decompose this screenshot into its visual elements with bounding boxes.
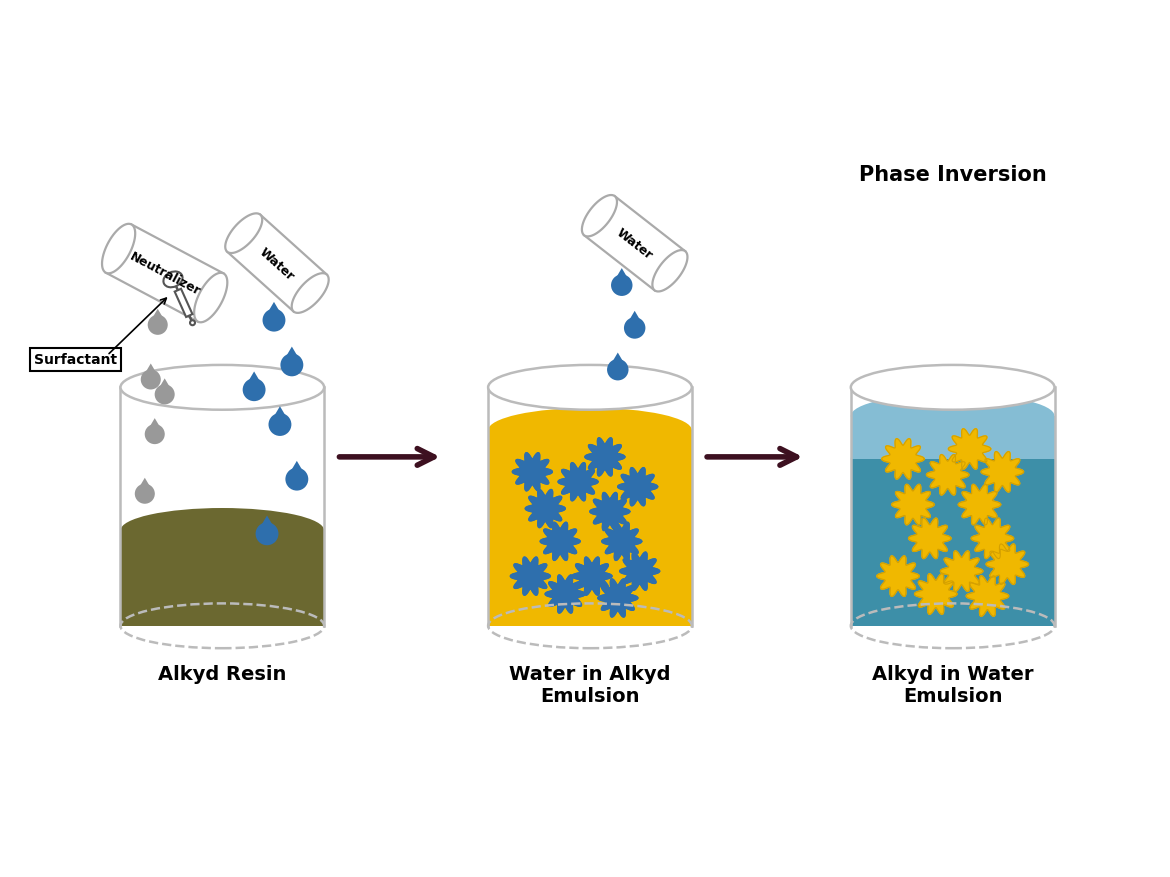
- Polygon shape: [145, 418, 164, 435]
- Polygon shape: [142, 364, 160, 380]
- Polygon shape: [585, 438, 625, 476]
- Text: Alkyd in Water
Emulsion: Alkyd in Water Emulsion: [872, 664, 1033, 705]
- Polygon shape: [876, 556, 920, 596]
- Text: Alkyd Resin: Alkyd Resin: [158, 664, 287, 683]
- Polygon shape: [558, 463, 598, 502]
- Polygon shape: [620, 553, 660, 590]
- Circle shape: [140, 370, 160, 390]
- Polygon shape: [892, 485, 934, 525]
- Polygon shape: [545, 575, 585, 613]
- Polygon shape: [281, 347, 303, 366]
- Text: Water in Alkyd
Emulsion: Water in Alkyd Emulsion: [509, 664, 670, 705]
- Polygon shape: [590, 493, 629, 531]
- Circle shape: [242, 379, 266, 402]
- Polygon shape: [982, 452, 1024, 493]
- Circle shape: [145, 424, 165, 445]
- Circle shape: [135, 484, 154, 504]
- Polygon shape: [227, 216, 326, 312]
- Polygon shape: [625, 311, 645, 329]
- Polygon shape: [291, 274, 329, 314]
- Text: Water: Water: [257, 245, 297, 282]
- Circle shape: [154, 385, 174, 405]
- Polygon shape: [584, 197, 686, 291]
- Text: Water: Water: [614, 226, 655, 262]
- Polygon shape: [121, 531, 324, 626]
- Polygon shape: [653, 251, 688, 292]
- Polygon shape: [105, 225, 223, 323]
- Polygon shape: [243, 372, 264, 390]
- Polygon shape: [598, 579, 638, 617]
- Polygon shape: [915, 574, 957, 615]
- Polygon shape: [263, 303, 284, 321]
- Polygon shape: [156, 379, 174, 395]
- Polygon shape: [966, 576, 1009, 617]
- Polygon shape: [851, 460, 1054, 626]
- Polygon shape: [194, 274, 227, 323]
- Polygon shape: [525, 490, 565, 528]
- Polygon shape: [927, 455, 969, 496]
- Ellipse shape: [851, 437, 1054, 481]
- Circle shape: [268, 414, 291, 437]
- Polygon shape: [512, 453, 552, 491]
- Polygon shape: [174, 289, 192, 317]
- Ellipse shape: [121, 509, 324, 553]
- Ellipse shape: [851, 366, 1054, 410]
- Polygon shape: [882, 439, 924, 480]
- Ellipse shape: [488, 409, 691, 453]
- Polygon shape: [986, 545, 1028, 585]
- Polygon shape: [256, 516, 277, 534]
- Polygon shape: [136, 478, 154, 494]
- Polygon shape: [285, 461, 308, 480]
- Polygon shape: [607, 353, 628, 370]
- Text: Phase Inversion: Phase Inversion: [859, 165, 1046, 184]
- Ellipse shape: [488, 366, 691, 410]
- Circle shape: [285, 468, 308, 491]
- Polygon shape: [581, 196, 617, 237]
- Polygon shape: [851, 417, 1054, 460]
- Polygon shape: [601, 523, 642, 560]
- Circle shape: [611, 275, 633, 296]
- Text: Surfactant: Surfactant: [34, 353, 117, 367]
- Polygon shape: [909, 518, 951, 559]
- Circle shape: [624, 317, 646, 339]
- Circle shape: [262, 310, 285, 332]
- Polygon shape: [971, 518, 1013, 559]
- Polygon shape: [958, 485, 1000, 525]
- Polygon shape: [612, 268, 632, 286]
- Circle shape: [147, 316, 167, 336]
- Polygon shape: [510, 558, 550, 595]
- Polygon shape: [488, 431, 691, 626]
- Polygon shape: [102, 225, 136, 274]
- Polygon shape: [949, 429, 991, 469]
- Polygon shape: [269, 407, 291, 425]
- Ellipse shape: [851, 394, 1054, 438]
- Polygon shape: [618, 468, 658, 506]
- Polygon shape: [941, 552, 983, 592]
- Circle shape: [281, 354, 303, 377]
- Ellipse shape: [121, 366, 324, 410]
- Polygon shape: [226, 214, 262, 253]
- Circle shape: [190, 321, 195, 326]
- Polygon shape: [149, 310, 167, 325]
- Polygon shape: [572, 558, 612, 595]
- Text: Neutralizer: Neutralizer: [128, 250, 202, 298]
- Polygon shape: [541, 523, 580, 560]
- Ellipse shape: [164, 272, 183, 288]
- Circle shape: [607, 360, 628, 381]
- Circle shape: [255, 523, 278, 545]
